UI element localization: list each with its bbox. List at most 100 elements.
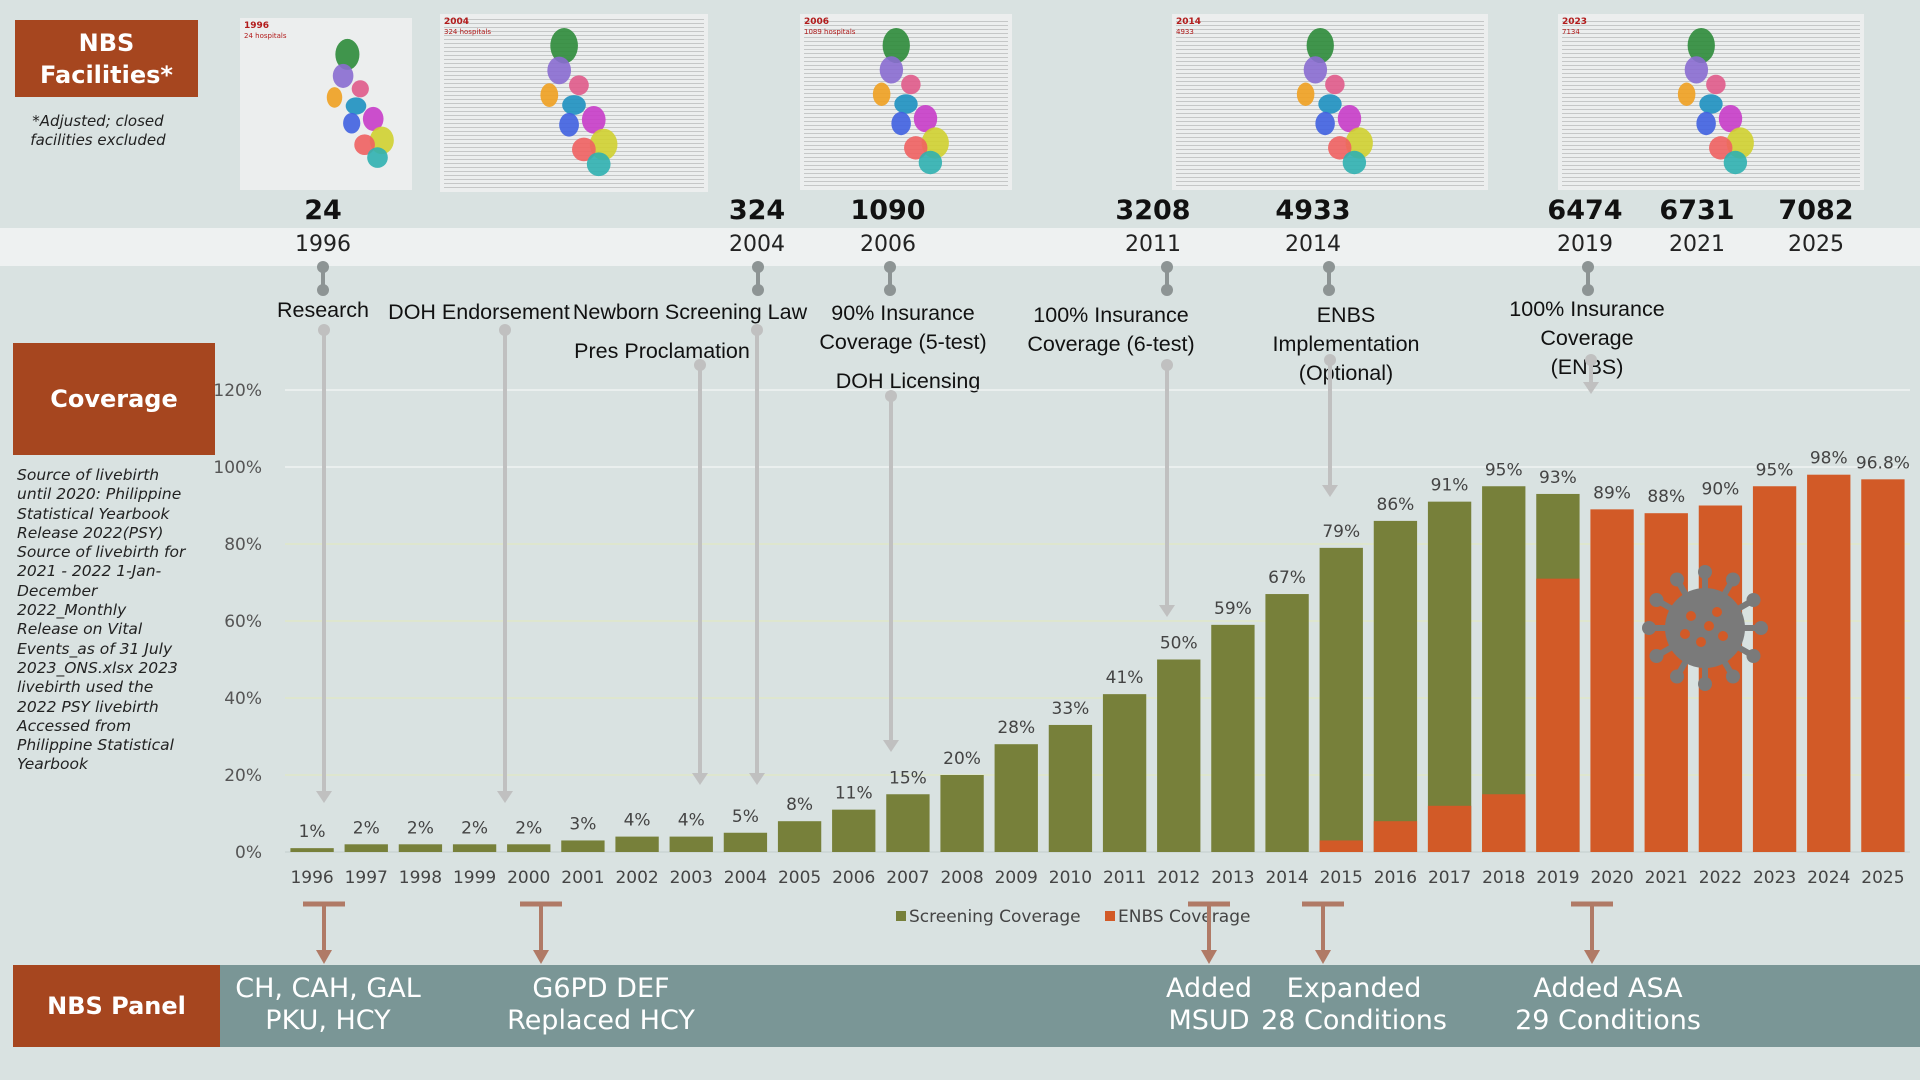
- facility-map-thumbnail: 2023 7134: [1558, 14, 1864, 190]
- map-region: [1718, 104, 1743, 133]
- connector-dot-top: [1161, 261, 1173, 273]
- map-region: [1726, 127, 1754, 159]
- map-region: [369, 126, 394, 155]
- data-label: 90%: [1702, 480, 1740, 500]
- screening-coverage-bar: [1211, 624, 1255, 852]
- map-region: [581, 105, 606, 134]
- x-tick-label: 2006: [832, 868, 875, 888]
- screening-coverage-bar: [290, 848, 334, 852]
- thumbnail-caption: 7134: [1562, 28, 1580, 36]
- connector-dot-bottom: [884, 284, 896, 296]
- panel-item-line1: G6PD DEF: [532, 973, 670, 1004]
- panel-item: CH, CAH, GAL PKU, HCY: [235, 973, 421, 1037]
- connector-dot-top: [884, 261, 896, 273]
- map-region: [1325, 74, 1345, 95]
- facility-count: 1090: [850, 195, 926, 226]
- year-connector: [752, 261, 764, 296]
- panel-item-line2: 28 Conditions: [1261, 1005, 1447, 1036]
- map-region: [550, 27, 578, 64]
- arrow-head: [692, 773, 708, 785]
- x-tick-label: 1997: [345, 868, 388, 888]
- map-region: [1699, 94, 1723, 114]
- virus-spike-tip: [1754, 621, 1768, 635]
- virus-spike-tip: [1649, 593, 1664, 607]
- year-connector: [1323, 261, 1335, 296]
- connector-dot-top: [1582, 261, 1594, 273]
- marker-head: [1584, 950, 1600, 964]
- facility-year: 2025: [1788, 232, 1844, 257]
- panel-item-line1: Expanded: [1286, 973, 1422, 1004]
- facility-count: 6731: [1659, 195, 1735, 226]
- facilities-year-band: [0, 228, 1920, 266]
- nbs-facilities-title: NBS Facilities*: [15, 20, 198, 97]
- map-region: [343, 112, 361, 134]
- x-tick-label: 2010: [1049, 868, 1092, 888]
- map-region: [1345, 127, 1373, 159]
- thumbnail-caption: 1089 hospitals: [804, 28, 856, 36]
- x-tick-label: 2014: [1265, 868, 1308, 888]
- facility-year: 2006: [860, 232, 916, 257]
- data-label: 20%: [943, 749, 981, 769]
- facility-map-thumbnail: 1996 24 hospitals: [240, 18, 412, 190]
- facility-map-thumbnail: 2006 1089 hospitals: [800, 14, 1012, 190]
- map-region: [345, 97, 367, 115]
- screening-coverage-bar: [1427, 501, 1472, 852]
- facility-year: 2014: [1285, 232, 1341, 257]
- year-connector: [317, 261, 329, 296]
- marker-head: [1201, 950, 1217, 964]
- connector-dot-top: [1323, 261, 1335, 273]
- legend-swatch-enbs: [1105, 911, 1115, 921]
- map-region: [913, 104, 938, 133]
- screening-coverage-bar: [994, 744, 1038, 852]
- virus-dot: [1718, 631, 1728, 641]
- x-tick-label: 2019: [1536, 868, 1579, 888]
- screening-coverage-bar: [777, 821, 822, 852]
- x-tick-label: 2024: [1807, 868, 1850, 888]
- facility-year: 2019: [1557, 232, 1613, 257]
- facility-count: 24: [304, 195, 342, 226]
- screening-coverage-bar: [398, 844, 443, 852]
- screening-coverage-bar: [1265, 594, 1309, 852]
- data-label: 50%: [1160, 634, 1198, 654]
- x-tick-label: 2011: [1103, 868, 1146, 888]
- event-arrow-100-insurance-6test: [1159, 359, 1175, 617]
- map-region: [1337, 104, 1362, 133]
- connector-dot-bottom: [1323, 284, 1335, 296]
- x-tick-label: 1999: [453, 868, 496, 888]
- legend-label-enbs: ENBS Coverage: [1118, 907, 1250, 927]
- map-region: [882, 27, 910, 64]
- year-connector: [1161, 261, 1173, 296]
- data-label: 1%: [299, 822, 326, 842]
- screening-coverage-bar: [452, 844, 497, 852]
- facility-count: 7082: [1778, 195, 1854, 226]
- y-tick-label: 0%: [235, 843, 262, 863]
- event-90-insurance-5test: 90% Insurance Coverage (5-test): [819, 301, 987, 354]
- panel-item-line1: CH, CAH, GAL: [235, 973, 421, 1004]
- arrow-head: [1583, 382, 1599, 394]
- connector-dot-bottom: [752, 284, 764, 296]
- thumbnail-caption: 24 hospitals: [244, 32, 287, 40]
- screening-coverage-bar: [1048, 724, 1093, 852]
- connector-dot-bottom: [1161, 284, 1173, 296]
- data-label: 96.8%: [1856, 453, 1910, 473]
- thumbnail-year: 2004: [444, 17, 470, 27]
- marker-head: [316, 950, 332, 964]
- event-arrow-pres-proclamation: [692, 359, 708, 785]
- data-label: 41%: [1106, 668, 1144, 688]
- panel-marker: [520, 901, 562, 964]
- enbs-coverage-bar: [1427, 805, 1472, 852]
- screening-coverage-bar: [940, 775, 984, 852]
- map-region: [362, 106, 384, 131]
- data-label: 98%: [1810, 449, 1848, 469]
- bars: [290, 474, 1905, 852]
- map-region: [1687, 27, 1715, 64]
- facility-count: 324: [728, 195, 786, 226]
- map-region: [1342, 150, 1367, 175]
- virus-dot: [1686, 611, 1696, 621]
- legend-swatch-screening: [896, 911, 906, 921]
- screening-coverage-bar: [1482, 486, 1526, 852]
- arrow-head: [1159, 605, 1175, 617]
- map-region: [569, 75, 589, 96]
- data-label: 2%: [461, 818, 488, 838]
